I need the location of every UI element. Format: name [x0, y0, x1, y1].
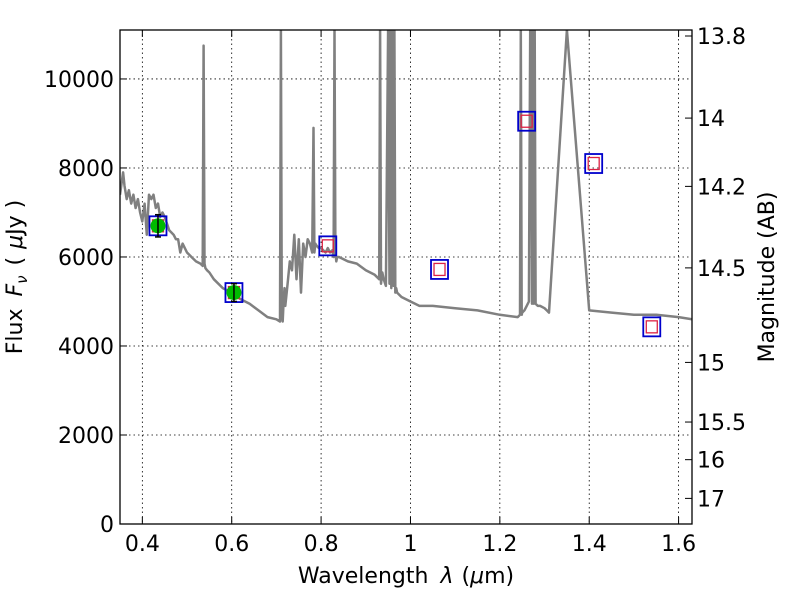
- y-tick-label: 10000: [44, 68, 114, 93]
- model-points: [148, 110, 662, 338]
- magnitude-axis-label: Magnitude (AB): [755, 192, 780, 363]
- magnitude-tick-label: 13.8: [697, 25, 746, 50]
- model-point-box: [517, 110, 537, 132]
- model-point-box: [584, 153, 604, 174]
- model-point-box: [642, 316, 662, 338]
- x-tick-label: 0.6: [214, 532, 249, 557]
- model-point-box: [430, 259, 449, 280]
- x-tick-label: 1.4: [572, 532, 607, 557]
- magnitude-tick-label: 14: [697, 107, 725, 132]
- magnitude-tick-label: 14.5: [697, 257, 746, 282]
- spectrum-series: [120, 30, 692, 323]
- magnitude-tick-label: 17: [697, 487, 725, 512]
- y-axis-label: FluxFν(μJy ): [3, 200, 31, 354]
- y-tick-label: 2000: [58, 424, 114, 449]
- x-tick-label: 0.8: [304, 532, 339, 557]
- y-tick-label: 4000: [58, 335, 114, 360]
- model-point-inner: [645, 320, 658, 334]
- x-tick-label: 1: [403, 532, 417, 557]
- x-tick-label: 1.6: [661, 532, 696, 557]
- magnitude-tick-label: 14.2: [697, 175, 746, 200]
- y-tick-label: 6000: [58, 246, 114, 271]
- model-point-box: [318, 235, 338, 257]
- magnitude-tick-label: 15: [697, 351, 725, 376]
- grid-lines: [120, 30, 692, 524]
- y-tick-label: 8000: [58, 157, 114, 182]
- x-axis-ticks: 0.4 0.6 0.8 1 1.2 1.4 1.6: [125, 30, 696, 557]
- y-tick-label: 0: [100, 513, 114, 538]
- magnitude-tick-label: 15.5: [697, 411, 746, 436]
- model-point-inner: [321, 239, 334, 253]
- plot-frame: [119, 29, 693, 525]
- observed-points: [150, 213, 242, 303]
- x-tick-label: 0.4: [125, 532, 160, 557]
- y-axis-ticks: 0 2000 4000 6000 8000 10000: [44, 68, 127, 538]
- x-tick-label: 1.2: [482, 532, 517, 557]
- x-axis-label: Wavelength λ (μm): [298, 564, 514, 589]
- model-point-inner: [433, 262, 446, 277]
- model-point-inner: [587, 156, 600, 171]
- magnitude-axis-ticks: 13.8 14 14.2 14.5 15 15.5 16 17: [685, 25, 746, 512]
- model-point-inner: [520, 114, 533, 128]
- magnitude-tick-label: 16: [697, 449, 725, 474]
- spectrum-line: [120, 30, 692, 323]
